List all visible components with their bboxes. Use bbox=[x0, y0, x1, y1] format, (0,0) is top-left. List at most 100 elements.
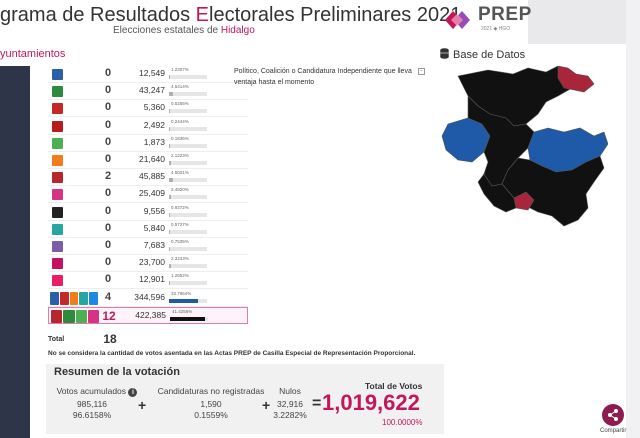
municipios-count: 0 bbox=[104, 67, 112, 79]
table-row-leader: 12 422,385 41.4256% bbox=[48, 306, 248, 324]
scrollbar[interactable] bbox=[626, 0, 640, 438]
nulos-label: Nulos bbox=[279, 386, 301, 396]
share-button[interactable] bbox=[602, 404, 624, 426]
municipios-count: 0 bbox=[104, 187, 112, 200]
votes-value: 344,596 bbox=[134, 291, 165, 302]
votes-value: 45,885 bbox=[139, 171, 165, 182]
percent-bar bbox=[169, 281, 207, 286]
database-label: Base de Datos bbox=[453, 49, 526, 61]
municipios-count: 12 bbox=[102, 308, 116, 323]
votes-value: 1,873 bbox=[143, 136, 165, 147]
party-logo-icon bbox=[52, 137, 63, 149]
votes-value: 7,683 bbox=[143, 240, 165, 250]
percent-bar-fill bbox=[169, 92, 173, 97]
table-row: 0 5,840 0.5727% bbox=[48, 221, 248, 238]
table-row: 0 7,683 0.7535% bbox=[48, 238, 248, 255]
votes-percent: 4.5414% bbox=[171, 84, 189, 90]
party-logos bbox=[51, 309, 99, 323]
table-row: 2 45,885 4.5001% bbox=[48, 169, 248, 187]
nulos-pct: 3.2282% bbox=[273, 410, 307, 420]
map-region-south[interactable] bbox=[501, 155, 605, 227]
votes-percent: 0.5727% bbox=[171, 221, 189, 227]
hidalgo-map[interactable] bbox=[418, 66, 608, 230]
votes-value: 5,360 bbox=[143, 102, 165, 113]
nulos-value: 32,916 bbox=[277, 399, 303, 409]
municipios-count: 0 bbox=[104, 135, 112, 148]
party-logo-icon bbox=[69, 291, 79, 305]
percent-bar-fill bbox=[169, 109, 170, 114]
municipios-count: 0 bbox=[104, 273, 112, 286]
municipios-count: 0 bbox=[104, 204, 112, 217]
share-icon bbox=[608, 409, 618, 421]
percent-bar bbox=[169, 161, 207, 165]
legend-toggle-button[interactable]: − bbox=[418, 68, 425, 75]
votes-value: 9,556 bbox=[143, 205, 165, 216]
acumulados-label: Votos acumulados i bbox=[52, 386, 142, 397]
info-icon[interactable]: i bbox=[128, 388, 138, 397]
table-row: 0 2,492 0.2444% bbox=[48, 118, 248, 135]
municipios-count: 0 bbox=[104, 101, 112, 114]
votes-percent: 0.9372% bbox=[171, 204, 189, 210]
votes-percent: 41.4256% bbox=[172, 308, 193, 314]
votes-percent: 2.1223% bbox=[171, 153, 189, 158]
table-row: 4 344,596 33.7964% bbox=[48, 290, 248, 307]
total-votos-label: Total de Votos bbox=[365, 381, 423, 391]
percent-bar-fill bbox=[169, 195, 172, 200]
municipios-count: 4 bbox=[104, 290, 112, 303]
party-logos bbox=[50, 291, 98, 305]
party-logo-icon bbox=[52, 206, 63, 218]
percent-bar bbox=[169, 75, 207, 79]
ayuntamientos-link[interactable]: yuntamientos bbox=[0, 48, 66, 60]
votes-value: 43,247 bbox=[139, 85, 165, 96]
percent-bar bbox=[169, 264, 207, 269]
votes-value: 25,409 bbox=[139, 188, 165, 199]
percent-bar bbox=[169, 195, 207, 200]
table-row: 0 9,556 0.9372% bbox=[48, 204, 248, 221]
party-logo-icon bbox=[89, 291, 98, 305]
party-logo-icon bbox=[52, 223, 63, 235]
municipios-count: 0 bbox=[104, 239, 112, 251]
table-row: 0 5,360 0.5256% bbox=[48, 100, 248, 118]
votes-value: 2,492 bbox=[143, 119, 165, 130]
no-registradas-label: Candidaturas no registradas bbox=[157, 386, 265, 396]
municipios-count: 0 bbox=[104, 118, 112, 131]
prep-logo-text: PREP bbox=[478, 4, 532, 25]
party-logo-icon bbox=[59, 291, 69, 305]
party-logo-icon bbox=[52, 172, 63, 184]
database-link[interactable]: Base de Datos bbox=[440, 48, 525, 61]
share-label: Compartir bbox=[600, 428, 627, 434]
votes-percent: 0.7535% bbox=[171, 239, 189, 244]
acumulados-value: 985,116 bbox=[76, 399, 108, 409]
percent-bar-fill bbox=[169, 229, 170, 234]
party-logo-icon bbox=[52, 275, 63, 287]
table-row: 0 25,409 2.4920% bbox=[48, 186, 248, 204]
votes-percent: 1.2307% bbox=[171, 67, 189, 72]
municipios-count: 0 bbox=[104, 84, 112, 97]
votes-value: 5,840 bbox=[143, 222, 165, 233]
party-logo-icon bbox=[63, 309, 75, 323]
percent-bar-fill bbox=[169, 281, 171, 286]
plus-sign: + bbox=[262, 397, 271, 413]
votes-percent: 0.1836% bbox=[171, 135, 189, 141]
percent-bar-fill bbox=[169, 161, 171, 165]
header: grama de Resultados Electorales Prelimin… bbox=[0, 0, 531, 44]
left-sidebar bbox=[0, 66, 30, 438]
percent-bar bbox=[169, 247, 207, 251]
footnote: No se considera la cantidad de votos ase… bbox=[48, 350, 416, 357]
total-votos-value: 1,019,622 bbox=[322, 390, 420, 415]
percent-bar bbox=[170, 316, 208, 321]
percent-bar-fill bbox=[169, 75, 171, 79]
votes-value: 12,549 bbox=[139, 68, 165, 78]
votes-percent: 0.5256% bbox=[171, 101, 189, 107]
votes-percent: 2.3243% bbox=[171, 256, 189, 262]
percent-bar bbox=[169, 143, 207, 148]
percent-bar bbox=[169, 212, 207, 217]
no-registradas-pct: 0.1559% bbox=[194, 410, 228, 420]
votes-value: 12,901 bbox=[139, 274, 165, 285]
map-region-southwest[interactable] bbox=[477, 173, 517, 213]
page-title: grama de Resultados Electorales Prelimin… bbox=[0, 4, 462, 26]
subnav: yuntamientos Base de Datos bbox=[0, 44, 626, 66]
map-region-northeast-red[interactable] bbox=[557, 66, 595, 93]
percent-bar-fill bbox=[169, 298, 198, 303]
